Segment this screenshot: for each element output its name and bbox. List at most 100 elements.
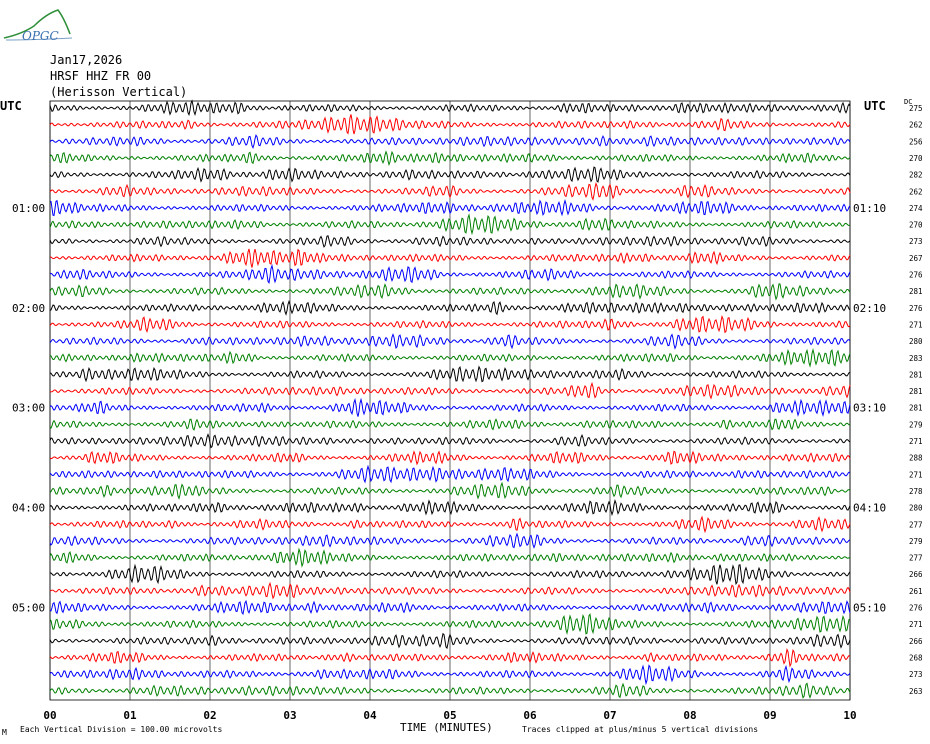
trace-31: [49, 613, 851, 636]
scale-note: Each Vertical Division = 100.00 microvol…: [20, 725, 223, 734]
dc-value: 280: [909, 337, 923, 346]
trace-21: [49, 450, 851, 466]
trace-24: [49, 499, 851, 517]
trace-34: [49, 664, 851, 686]
trace-16: [49, 365, 851, 383]
left-utc-title: UTC: [0, 99, 22, 113]
trace-33: [49, 647, 851, 668]
trace-22: [49, 464, 851, 484]
dc-value: 271: [909, 437, 923, 446]
dc-value: 268: [909, 653, 923, 662]
trace-28: [49, 563, 851, 586]
trace-20: [49, 433, 851, 449]
right-hour-label: 03:10: [853, 402, 886, 415]
trace-12: [49, 299, 851, 316]
footer-mark: M: [2, 728, 7, 737]
left-hour-label: 05:00: [12, 602, 45, 615]
trace-15: [49, 348, 851, 368]
trace-27: [49, 547, 851, 568]
dc-value: 263: [909, 687, 923, 696]
right-utc-title: UTC: [864, 99, 886, 113]
trace-13: [49, 314, 851, 334]
dc-value: 270: [909, 221, 923, 230]
dc-value: 270: [909, 154, 923, 163]
x-tick-label: 06: [523, 709, 537, 722]
x-axis-label: TIME (MINUTES): [400, 721, 493, 734]
trace-3: [49, 150, 851, 167]
trace-0: [49, 99, 851, 117]
location-label: (Herisson Vertical): [50, 85, 188, 99]
trace-9: [49, 248, 851, 268]
right-hour-label: 05:10: [853, 602, 886, 615]
plot-frame: [49, 100, 851, 701]
left-hour-label: 02:00: [12, 302, 45, 315]
x-tick-label: 05: [443, 709, 456, 722]
clip-note: Traces clipped at plus/minus 5 vertical …: [522, 725, 759, 734]
dc-value: 281: [909, 370, 923, 379]
dc-value: 282: [909, 171, 923, 180]
dc-value: 271: [909, 470, 923, 479]
trace-2: [49, 134, 851, 149]
x-tick-label: 07: [603, 709, 616, 722]
dc-value: 275: [909, 104, 923, 113]
trace-23: [49, 481, 851, 500]
trace-14: [49, 333, 851, 350]
dc-value: 256: [909, 137, 923, 146]
trace-4: [49, 166, 851, 183]
trace-1: [49, 114, 851, 135]
trace-30: [49, 599, 851, 616]
left-hour-label: 01:00: [12, 202, 45, 215]
trace-29: [49, 581, 851, 600]
dc-value: 279: [909, 537, 923, 546]
trace-19: [49, 418, 851, 431]
trace-18: [49, 397, 851, 417]
x-tick-label: 02: [203, 709, 216, 722]
x-tick-label: 04: [363, 709, 377, 722]
dc-value: 262: [909, 121, 923, 130]
dc-value: 278: [909, 487, 923, 496]
left-hour-label: 03:00: [12, 402, 45, 415]
trace-6: [49, 199, 851, 217]
dc-value: 267: [909, 254, 923, 263]
dc-value: 288: [909, 454, 923, 463]
dc-value: 276: [909, 271, 923, 280]
dc-value: 271: [909, 620, 923, 629]
trace-10: [49, 263, 851, 284]
dc-value: 271: [909, 320, 923, 329]
right-hour-label: 04:10: [853, 502, 886, 515]
date-label: Jan17,2026: [50, 53, 123, 67]
station-label: HRSF HHZ FR 00: [50, 69, 152, 83]
dc-header: DC: [904, 98, 913, 106]
trace-5: [49, 182, 851, 201]
left-hour-label: 04:00: [12, 502, 45, 515]
trace-11: [49, 283, 851, 301]
dc-value: 281: [909, 287, 923, 296]
trace-7: [49, 213, 851, 236]
trace-25: [49, 515, 851, 534]
opgc-logo: OPGC: [2, 4, 74, 48]
dc-value: 276: [909, 604, 923, 613]
dc-value: 262: [909, 187, 923, 196]
trace-26: [49, 532, 851, 549]
dc-value: 281: [909, 387, 923, 396]
dc-value: 281: [909, 404, 923, 413]
dc-value: 266: [909, 637, 923, 646]
x-tick-label: 00: [43, 709, 56, 722]
dc-value: 273: [909, 670, 923, 679]
trace-32: [49, 632, 851, 650]
dc-value: 277: [909, 554, 923, 563]
x-tick-label: 10: [843, 709, 856, 722]
right-hour-label: 02:10: [853, 302, 886, 315]
dc-value: 276: [909, 304, 923, 313]
trace-8: [49, 235, 851, 248]
dc-value: 266: [909, 570, 923, 579]
right-hour-label: 01:10: [853, 202, 886, 215]
x-tick-label: 03: [283, 709, 296, 722]
x-tick-label: 09: [763, 709, 776, 722]
dc-value: 277: [909, 520, 923, 529]
x-tick-label: 01: [123, 709, 137, 722]
x-tick-label: 08: [683, 709, 696, 722]
dc-value: 280: [909, 504, 923, 513]
dc-value: 283: [909, 354, 923, 363]
